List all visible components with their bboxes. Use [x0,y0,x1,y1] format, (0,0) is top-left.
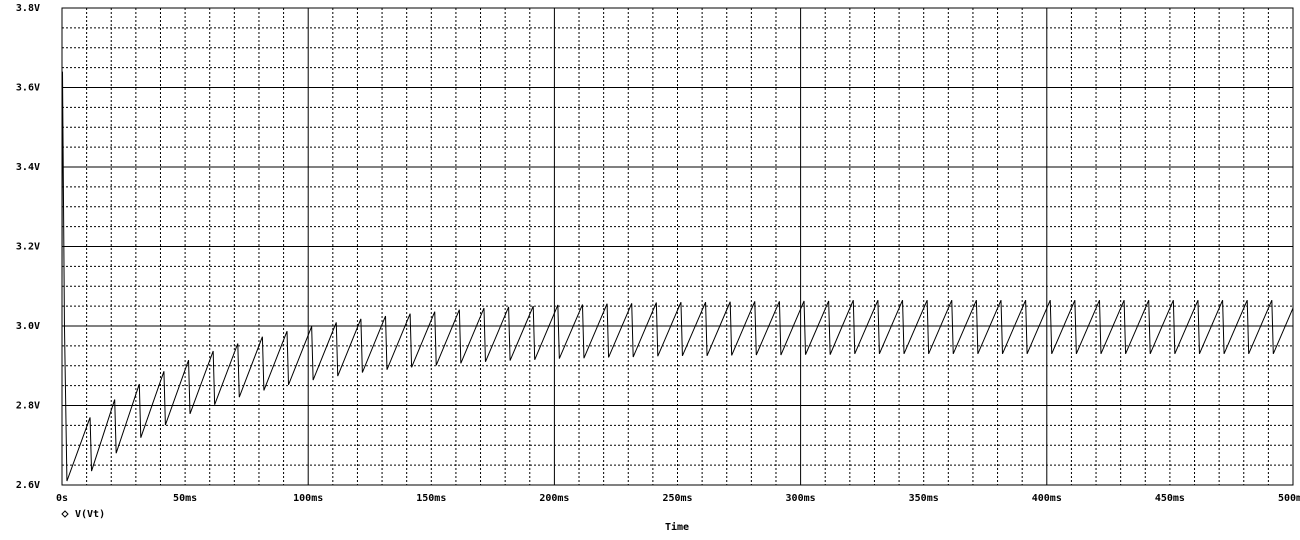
x-tick-label: 450ms [1155,493,1185,504]
y-tick-label: 2.8V [16,401,40,412]
legend-entry: V(Vt) [75,509,105,520]
y-tick-label: 3.8V [16,3,40,14]
x-tick-label: 400ms [1032,493,1062,504]
y-tick-label: 2.6V [16,480,40,491]
x-tick-label: 150ms [416,493,446,504]
x-tick-label: 500ms [1278,493,1300,504]
y-tick-label: 3.0V [16,321,40,332]
series-line [61,71,1294,482]
x-tick-label: 350ms [909,493,939,504]
x-tick-label: 100ms [293,493,323,504]
x-tick-label: 0s [56,493,68,504]
y-tick-label: 3.6V [16,83,40,94]
x-axis-label: Time [665,521,689,533]
legend-marker [61,510,69,518]
x-tick-label: 250ms [662,493,692,504]
x-tick-label: 300ms [786,493,816,504]
x-tick-label: 50ms [173,493,197,504]
y-tick-label: 3.2V [16,242,40,253]
x-tick-label: 200ms [539,493,569,504]
y-tick-label: 3.4V [16,162,40,173]
